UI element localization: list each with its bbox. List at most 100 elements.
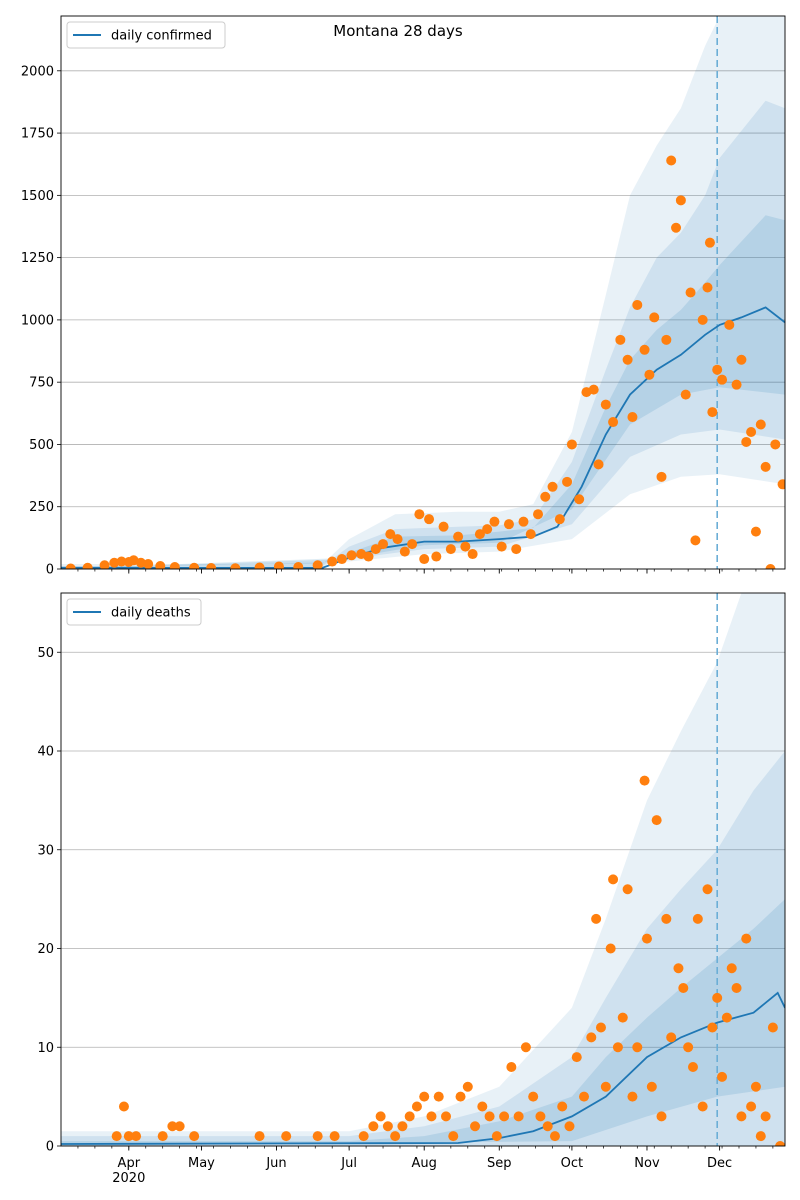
observed-point (717, 374, 728, 385)
observed-point (281, 1131, 292, 1142)
observed-point (174, 1121, 185, 1132)
observed-point (346, 550, 357, 561)
band-outer (61, 16, 785, 569)
observed-point (724, 319, 735, 330)
legend: daily confirmed (66, 21, 226, 49)
observed-point (675, 195, 686, 206)
observed-point (697, 314, 708, 325)
observed-point (399, 546, 410, 557)
y-tick-label: 1250 (21, 251, 54, 266)
observed-point (426, 1111, 437, 1122)
observed-point (770, 439, 781, 450)
observed-point (470, 1121, 481, 1132)
y-tick-label: 250 (29, 500, 54, 515)
observed-point (111, 1131, 122, 1142)
observed-point (157, 1131, 168, 1142)
legend-box (66, 21, 226, 49)
observed-point (666, 1032, 677, 1043)
observed-point (375, 1111, 386, 1122)
observed-point (627, 1091, 638, 1102)
observed-point (419, 554, 430, 565)
observed-point (390, 1131, 401, 1142)
observed-point (760, 461, 771, 472)
observed-point (591, 913, 602, 924)
observed-point (755, 419, 766, 430)
y-tick-label: 10 (37, 1041, 54, 1056)
observed-point (518, 516, 529, 527)
observed-point (411, 1101, 422, 1112)
observed-point (358, 1131, 369, 1142)
legend-label: daily confirmed (111, 29, 212, 44)
observed-point (651, 815, 662, 826)
observed-point (329, 1131, 340, 1142)
observed-point (721, 1012, 732, 1023)
observed-point (566, 439, 577, 450)
confirmed-chart: 0 250 500 750 1000 1250 1500 1750 2000 daily conf… (21, 15, 786, 578)
observed-point (678, 983, 689, 993)
observed-point (702, 884, 713, 895)
observed-point (336, 554, 347, 565)
observed-point (448, 1131, 459, 1142)
observed-point (82, 562, 93, 569)
observed-point (608, 417, 619, 428)
observed-point (167, 1121, 178, 1132)
observed-point (169, 562, 180, 569)
observed-point (712, 364, 723, 375)
observed-point (155, 561, 166, 569)
x-tick-label: May (188, 1156, 215, 1171)
observed-point (419, 1091, 430, 1102)
observed-point (533, 509, 544, 520)
observed-point (731, 379, 742, 390)
observed-point (775, 1141, 785, 1146)
observed-point (433, 1091, 444, 1102)
observed-point (477, 1101, 488, 1112)
observed-point (608, 874, 619, 885)
observed-point (671, 222, 682, 233)
observed-point (632, 299, 643, 310)
observed-point (382, 1121, 393, 1132)
observed-point (482, 524, 493, 535)
observed-point (680, 389, 691, 400)
observed-point (632, 1042, 643, 1053)
observed-point (431, 551, 442, 562)
y-tick-label: 20 (37, 942, 54, 957)
observed-point (499, 1111, 510, 1122)
observed-point (646, 1081, 657, 1092)
observed-point (666, 155, 677, 166)
observed-point (118, 1101, 129, 1112)
observed-point (690, 535, 701, 546)
observed-point (627, 412, 638, 423)
observed-point (549, 1131, 560, 1142)
observed-point (189, 562, 200, 569)
observed-point (143, 559, 154, 569)
observed-point (617, 1012, 628, 1023)
legend-label: daily deaths (111, 606, 191, 621)
observed-point (717, 1071, 728, 1082)
observed-point (605, 943, 616, 954)
x-tick-label: Apr (118, 1156, 141, 1171)
observed-point (453, 531, 464, 542)
x-tick-label: Sep (487, 1156, 512, 1171)
observed-point (595, 1022, 606, 1033)
x-tick-label: Jul (340, 1156, 357, 1171)
observed-point (397, 1121, 408, 1132)
observed-point (593, 459, 604, 470)
legend-box (66, 598, 202, 626)
observed-point (467, 549, 478, 560)
observed-point (189, 1131, 200, 1142)
observed-point (707, 1022, 718, 1033)
observed-point (65, 563, 76, 569)
observed-point (116, 556, 127, 567)
x-tick-label: Jun (265, 1156, 286, 1171)
observed-point (612, 1042, 623, 1053)
observed-point (312, 560, 323, 569)
observed-point (656, 471, 667, 482)
observed-point (731, 983, 742, 993)
observed-point (474, 529, 485, 540)
observed-point (547, 481, 558, 492)
plot-area (61, 16, 785, 569)
x-tick-label: Aug (412, 1156, 437, 1171)
x-tick-label: Nov (634, 1156, 660, 1171)
observed-point (131, 1131, 142, 1142)
